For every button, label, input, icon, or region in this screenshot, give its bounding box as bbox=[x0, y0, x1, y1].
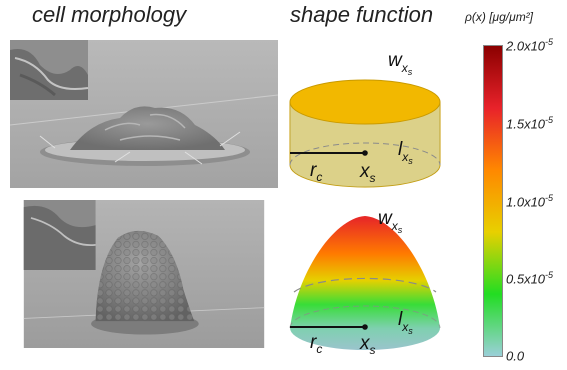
label-w-top: wxs bbox=[388, 50, 413, 77]
colorbar-tick-0-0: 0.0 bbox=[506, 348, 525, 364]
label-l-top: lxs bbox=[398, 139, 413, 166]
label-rc-top: rc bbox=[310, 160, 322, 184]
heading-shape-function: shape function bbox=[290, 2, 434, 27]
label-w-bottom: wxs bbox=[378, 208, 403, 235]
sem-photo-round-cell bbox=[23, 200, 265, 348]
dome-shape-function: wxs lxs rc xs bbox=[289, 208, 441, 357]
colorbar bbox=[483, 45, 503, 357]
label-rc-bottom: rc bbox=[310, 332, 322, 356]
cylinder-shape-function: wxs lxs rc xs bbox=[289, 50, 441, 188]
colorbar-tick-1-0: 1.0x10-5 bbox=[506, 193, 554, 210]
label-xs-bottom: xs bbox=[359, 333, 376, 357]
colorbar-tick-0-5: 0.5x10-5 bbox=[506, 270, 554, 287]
colorbar-tick-2-0: 2.0x10-5 bbox=[506, 37, 554, 54]
heading-cell-morphology: cell morphology bbox=[32, 2, 187, 27]
label-l-bottom: lxs bbox=[398, 309, 413, 336]
colorbar-tick-1-5: 1.5x10-5 bbox=[506, 115, 554, 132]
colorbar-title: ρ(x) [μg/μm²] bbox=[465, 10, 534, 24]
label-xs-top: xs bbox=[359, 161, 376, 185]
sem-photo-flat-cell bbox=[10, 40, 278, 188]
